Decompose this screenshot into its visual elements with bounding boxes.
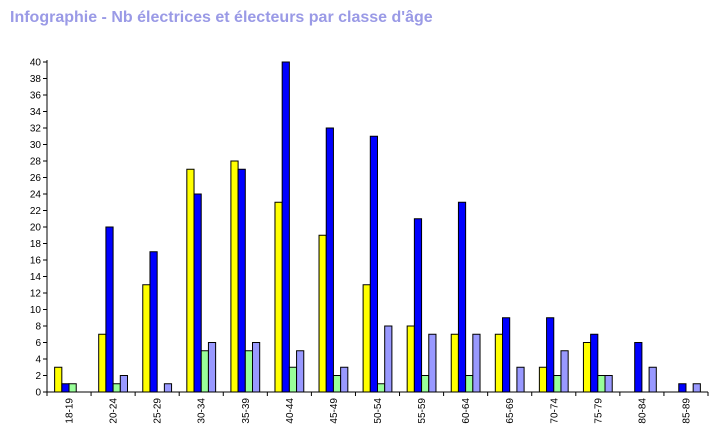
x-tick-label: 25-29 xyxy=(153,398,164,424)
bar-70-74-series-1 xyxy=(538,366,548,393)
bar-35-39-series-4 xyxy=(252,342,261,393)
bar-80-84-series-2 xyxy=(634,342,643,393)
bar-65-69-series-4 xyxy=(516,366,525,393)
bar-65-69-series-1 xyxy=(494,333,503,393)
y-tick-label: 0 xyxy=(35,388,41,399)
bar-45-49-series-2 xyxy=(325,127,334,393)
bar-25-29-series-2 xyxy=(149,251,158,393)
bar-60-64-series-3 xyxy=(465,375,474,393)
bar-30-34-series-1 xyxy=(186,168,195,393)
bar-60-64-series-2 xyxy=(457,201,467,393)
chart-title: Infographie - Nb électrices et électeurs… xyxy=(10,9,433,26)
x-tick-label: 55-59 xyxy=(417,398,428,424)
y-tick-label: 20 xyxy=(30,223,42,234)
bar-75-79-series-2 xyxy=(590,333,599,393)
bar-20-24-series-4 xyxy=(119,375,129,393)
y-tick-label: 18 xyxy=(30,239,42,250)
bar-50-54-series-4 xyxy=(384,325,393,393)
axes-layer: 024681012141618202224262830323436384018-… xyxy=(30,58,709,424)
y-tick-label: 36 xyxy=(30,91,42,102)
bar-35-39-series-3 xyxy=(244,350,254,393)
bar-50-54-series-3 xyxy=(377,383,386,393)
y-tick-label: 28 xyxy=(30,157,42,168)
bar-50-54-series-2 xyxy=(369,135,378,393)
bar-18-19-series-1 xyxy=(54,366,63,393)
y-tick-label: 2 xyxy=(35,371,41,382)
bar-20-24-series-3 xyxy=(112,383,121,393)
bar-35-39-series-2 xyxy=(237,168,246,393)
bar-40-44-series-4 xyxy=(296,350,305,393)
bar-30-34-series-4 xyxy=(207,342,217,393)
bar-55-59-series-1 xyxy=(406,325,415,393)
bar-20-24-series-1 xyxy=(98,333,107,393)
bar-75-79-series-3 xyxy=(597,375,606,393)
bar-55-59-series-2 xyxy=(413,218,423,393)
y-tick-label: 40 xyxy=(30,58,42,69)
bar-25-29-series-1 xyxy=(142,284,151,393)
bar-75-79-series-1 xyxy=(582,342,592,393)
y-tick-label: 10 xyxy=(30,305,42,316)
bars-layer xyxy=(54,61,701,393)
bar-30-34-series-2 xyxy=(193,193,202,393)
x-tick-label: 18-19 xyxy=(65,398,76,424)
bar-40-44-series-3 xyxy=(288,366,298,393)
bar-80-84-series-4 xyxy=(648,366,657,393)
bar-18-19-series-2 xyxy=(61,383,70,393)
bar-60-64-series-4 xyxy=(472,333,481,393)
x-tick-label: 20-24 xyxy=(109,398,120,424)
bar-45-49-series-1 xyxy=(318,234,327,393)
bar-75-79-series-4 xyxy=(604,375,613,393)
y-tick-label: 12 xyxy=(30,289,42,300)
y-tick-label: 26 xyxy=(30,173,42,184)
y-tick-label: 22 xyxy=(30,206,42,217)
bar-40-44-series-1 xyxy=(274,201,283,393)
x-tick-label: 35-39 xyxy=(241,398,252,424)
bar-85-89-series-4 xyxy=(692,383,701,393)
x-tick-label: 80-84 xyxy=(637,398,648,424)
bar-70-74-series-3 xyxy=(553,375,562,393)
x-tick-label: 45-49 xyxy=(329,398,340,424)
y-tick-label: 30 xyxy=(30,140,42,151)
y-tick-label: 24 xyxy=(30,190,42,201)
y-tick-label: 8 xyxy=(35,322,41,333)
bar-85-89-series-2 xyxy=(678,383,687,393)
y-tick-label: 4 xyxy=(35,355,41,366)
bar-30-34-series-3 xyxy=(200,350,209,393)
bar-18-19-series-3 xyxy=(68,383,77,393)
y-tick-label: 38 xyxy=(30,74,42,85)
x-tick-label: 40-44 xyxy=(285,398,296,424)
bar-70-74-series-4 xyxy=(560,350,569,393)
bar-45-49-series-3 xyxy=(332,375,342,393)
bar-55-59-series-3 xyxy=(421,375,430,393)
bar-50-54-series-1 xyxy=(362,284,371,393)
y-tick-label: 6 xyxy=(35,338,41,349)
x-tick-label: 60-64 xyxy=(461,398,472,424)
bar-55-59-series-4 xyxy=(428,333,437,393)
x-tick-label: 30-34 xyxy=(197,398,208,424)
x-tick-label: 65-69 xyxy=(505,398,516,424)
bar-60-64-series-1 xyxy=(450,333,459,393)
x-tick-label: 50-54 xyxy=(373,398,384,424)
bar-40-44-series-2 xyxy=(281,61,290,393)
bar-20-24-series-2 xyxy=(105,226,114,393)
y-tick-label: 32 xyxy=(30,124,42,135)
x-tick-label: 75-79 xyxy=(593,398,604,424)
x-tick-label: 85-89 xyxy=(681,398,692,424)
x-tick-label: 70-74 xyxy=(549,398,560,424)
y-tick-label: 34 xyxy=(30,107,42,118)
bar-25-29-series-4 xyxy=(163,383,173,393)
y-tick-label: 16 xyxy=(30,256,42,267)
bar-35-39-series-1 xyxy=(230,160,239,393)
bar-70-74-series-2 xyxy=(546,317,555,393)
bar-65-69-series-2 xyxy=(502,317,511,393)
bar-45-49-series-4 xyxy=(340,366,349,393)
y-tick-label: 14 xyxy=(30,272,42,283)
